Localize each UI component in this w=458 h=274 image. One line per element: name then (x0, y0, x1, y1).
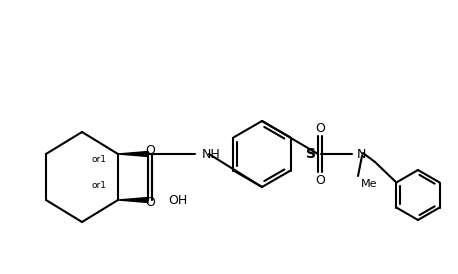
Polygon shape (118, 152, 148, 156)
Polygon shape (118, 198, 148, 202)
Text: O: O (315, 173, 325, 187)
Text: O: O (145, 144, 155, 158)
Text: or1: or1 (92, 156, 107, 164)
Text: O: O (145, 196, 155, 210)
Text: or1: or1 (92, 181, 107, 190)
Text: Me: Me (361, 179, 377, 189)
Text: OH: OH (168, 193, 187, 207)
Text: S: S (306, 147, 316, 161)
Text: N: N (357, 147, 366, 161)
Text: O: O (315, 121, 325, 135)
Text: NH: NH (202, 147, 221, 161)
